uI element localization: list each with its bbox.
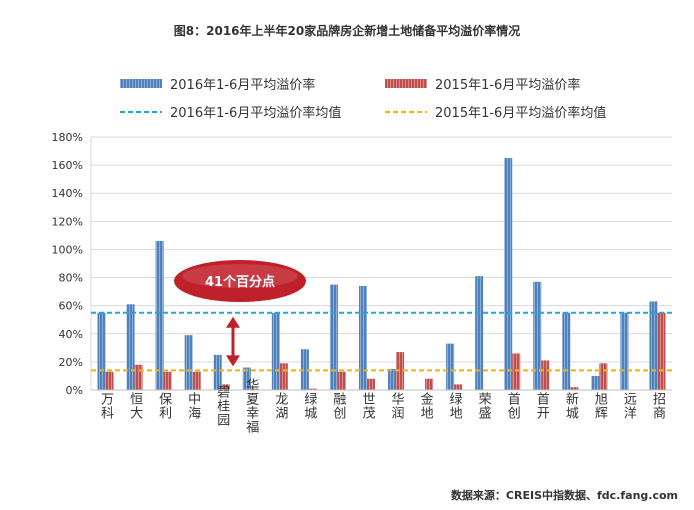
y-tick-label: 60% [59,300,83,313]
bar-2015 [366,378,375,390]
bar-2016 [184,335,193,390]
bar-2016 [271,312,280,390]
bar-2015 [541,360,550,390]
bar-2015 [105,371,114,390]
x-tick-label: 招商 [650,392,666,420]
legend-2015-swatch [385,79,427,88]
legend: 2016年1-6月平均溢价率 2015年1-6月平均溢价率 2016年1-6月平均溢… [120,77,606,121]
x-tick-label: 金地 [418,391,434,420]
bar-2016 [155,241,164,390]
x-tick-label: 首创 [505,392,521,420]
bar-2015 [163,371,172,390]
bar-2016 [300,349,309,390]
x-tick-label: 荣盛 [476,392,492,420]
bar-2016 [504,158,513,390]
chart-title: 图8：2016年上半年20家品牌房企新增土地储备平均溢价率情况 [173,24,521,38]
bar-2016 [649,301,658,390]
reference-lines [91,311,672,372]
y-tick-label: 80% [59,272,83,285]
bar-2016 [533,281,542,390]
x-tick-label: 中海 [185,392,201,420]
x-tick-label: 绿城 [301,392,317,420]
y-tick-label: 0% [66,384,83,397]
gap-arrow-head-down [226,355,240,367]
bar-2015 [134,364,143,390]
bar-2015 [192,371,201,390]
bar-2015 [396,352,405,390]
legend-avg-2016-label: 2016年1-6月平均溢价率均值 [170,105,341,121]
bar-2015 [337,371,346,390]
legend-2016-label: 2016年1-6月平均溢价率 [170,77,315,93]
x-tick-label: 融创 [330,392,346,420]
bar-2015 [570,387,579,390]
x-tick-label: 绿地 [447,392,463,420]
bars [97,158,666,390]
y-tick-label: 180% [52,131,83,144]
bar-2016 [388,368,397,390]
x-tick-label: 首开 [534,392,550,420]
bar-2016 [591,375,600,390]
bar-2016 [97,312,106,390]
x-tick-label: 恒大 [127,392,143,420]
annotation: 41个百分点 [174,260,306,367]
bar-2016 [242,367,251,390]
bar-2016 [213,354,222,390]
bar-2016 [620,312,629,390]
bar-2015 [599,363,608,390]
y-tick-label: 100% [52,243,83,256]
data-source: 数据来源：CREIS中指数据、fdc.fang.com [450,489,678,502]
x-tick-label: 世茂 [359,392,375,420]
legend-2015-label: 2015年1-6月平均溢价率 [435,77,580,93]
x-tick-label: 万科 [98,392,114,420]
bar-2016 [446,343,455,390]
x-tick-label: 新城 [563,391,579,420]
annotation-highlight [182,264,298,288]
bar-2015 [425,378,434,390]
y-tick-label: 140% [52,187,83,200]
x-tick-label: 保利 [156,392,172,420]
bar-2015 [657,312,666,390]
bar-2016 [358,285,367,390]
bar-2015 [454,384,463,390]
x-tick-label: 碧桂园 [214,385,230,427]
y-tick-label: 120% [52,215,83,228]
bar-2015 [221,384,230,390]
x-tick-label: 华夏幸福 [243,378,259,434]
bar-2015 [279,363,288,390]
annotation-ellipse [174,260,306,302]
bar-2015 [512,353,521,390]
legend-2016-swatch [120,79,162,88]
bar-2015 [250,388,259,390]
x-tick-label: 旭辉 [592,392,608,420]
y-tick-label: 20% [59,356,83,369]
bar-2015 [308,388,317,390]
grid [90,136,672,391]
x-tick-label: 远洋 [621,392,637,420]
bar-2016 [562,312,571,390]
x-tick-label: 华润 [389,392,405,420]
x-tick-label: 龙湖 [272,392,288,420]
legend-avg-2015-label: 2015年1-6月平均溢价率均值 [435,105,606,121]
y-tick-label: 40% [59,328,83,341]
annotation-label: 41个百分点 [205,274,275,290]
y-tick-label: 160% [52,159,83,172]
bar-2016 [329,284,338,390]
bar-2016 [126,304,135,390]
gap-arrow-head-up [226,316,240,328]
axes: 0% 20% 40% 60% 80% 100% 120% 140% 160% 180% 万科 恒大 保利… [52,131,672,434]
bar-2016 [475,276,484,390]
